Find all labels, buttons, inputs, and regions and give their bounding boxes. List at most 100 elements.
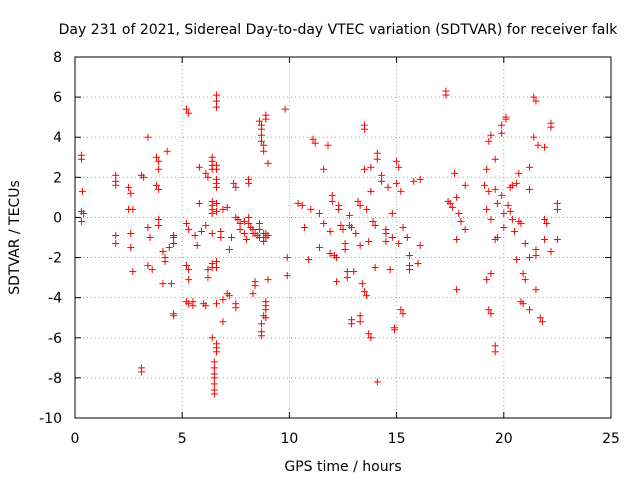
data-point: [416, 242, 424, 250]
data-point: [213, 199, 221, 207]
data-point: [213, 207, 221, 215]
data-point: [260, 238, 268, 246]
plot-frame: [74, 56, 612, 419]
data-point: [386, 266, 394, 274]
data-point: [137, 368, 145, 376]
data-point: [213, 97, 221, 105]
data-point: [213, 165, 221, 173]
data-point: [491, 155, 499, 163]
data-points: [77, 87, 561, 398]
data-point: [498, 129, 506, 137]
data-point: [315, 244, 323, 252]
data-point: [397, 187, 405, 195]
axis-ticks: 0 5 10 15 20 25 -10 -8 -6 -4 -2 0 2 4 6 8: [39, 50, 620, 447]
data-point: [140, 173, 148, 181]
data-point: [365, 238, 373, 246]
data-point: [185, 225, 193, 233]
data-point: [155, 185, 163, 193]
data-point: [243, 236, 251, 244]
data-point: [210, 374, 218, 382]
x-tick-label: 10: [280, 431, 298, 447]
y-tick-label: 0: [53, 210, 62, 226]
data-point: [152, 181, 160, 189]
data-point: [210, 390, 218, 398]
data-point: [77, 155, 85, 163]
data-point: [378, 171, 386, 179]
data-point: [410, 177, 418, 185]
data-point: [264, 231, 272, 239]
data-point: [213, 91, 221, 99]
data-point: [450, 169, 458, 177]
data-point: [230, 179, 238, 187]
data-point: [356, 242, 364, 250]
data-point: [213, 258, 221, 266]
data-point: [371, 221, 379, 229]
data-point: [185, 266, 193, 274]
data-point: [511, 227, 519, 235]
data-point: [213, 300, 221, 308]
data-point: [258, 137, 266, 145]
data-point: [258, 320, 266, 328]
data-point: [485, 187, 493, 195]
data-point: [217, 234, 225, 241]
data-point: [360, 165, 368, 173]
data-point: [112, 231, 120, 239]
data-point: [245, 213, 253, 221]
data-point: [390, 326, 398, 334]
data-point: [393, 179, 401, 187]
data-point: [373, 155, 381, 163]
data-point: [262, 314, 270, 322]
data-point: [236, 219, 244, 227]
data-point: [208, 209, 216, 217]
data-point: [547, 248, 555, 256]
data-point: [483, 205, 491, 213]
data-point: [182, 262, 190, 270]
x-axis-title: GPS time / hours: [284, 459, 401, 475]
data-point: [498, 121, 506, 129]
data-point: [210, 364, 218, 372]
data-point: [526, 254, 534, 262]
data-point: [360, 288, 368, 296]
data-point: [320, 165, 328, 173]
data-point: [232, 304, 240, 312]
data-point: [159, 280, 167, 288]
data-point: [170, 234, 178, 241]
data-point: [393, 157, 401, 165]
data-point: [519, 270, 527, 278]
data-point: [403, 234, 411, 241]
data-point: [234, 215, 242, 223]
data-point: [506, 207, 514, 215]
data-point: [281, 105, 289, 113]
data-point: [513, 179, 521, 187]
data-point: [294, 199, 302, 207]
y-tick-label: 2: [53, 170, 62, 186]
x-tick-label: 5: [178, 431, 187, 447]
data-point: [541, 215, 549, 223]
data-point: [324, 141, 332, 149]
data-point: [223, 203, 231, 211]
data-point: [405, 252, 413, 260]
data-point: [536, 314, 544, 322]
data-point: [159, 248, 167, 256]
data-point: [167, 280, 175, 288]
data-point: [202, 169, 210, 177]
data-point: [485, 306, 493, 314]
data-point: [521, 240, 529, 248]
data-point: [249, 290, 257, 298]
data-point: [80, 209, 88, 217]
data-point: [348, 223, 356, 231]
data-point: [127, 244, 135, 252]
data-point: [255, 225, 263, 233]
data-point: [155, 221, 163, 229]
data-point: [382, 238, 390, 246]
data-point: [333, 278, 341, 286]
data-point: [155, 157, 163, 165]
data-point: [144, 223, 152, 231]
data-point: [326, 227, 334, 235]
data-point: [369, 217, 377, 225]
data-point: [335, 205, 343, 213]
data-point: [356, 312, 364, 320]
chart-title: Day 231 of 2021, Sidereal Day-to-day VTE…: [59, 22, 619, 38]
data-point: [345, 211, 353, 219]
data-point: [354, 197, 362, 205]
